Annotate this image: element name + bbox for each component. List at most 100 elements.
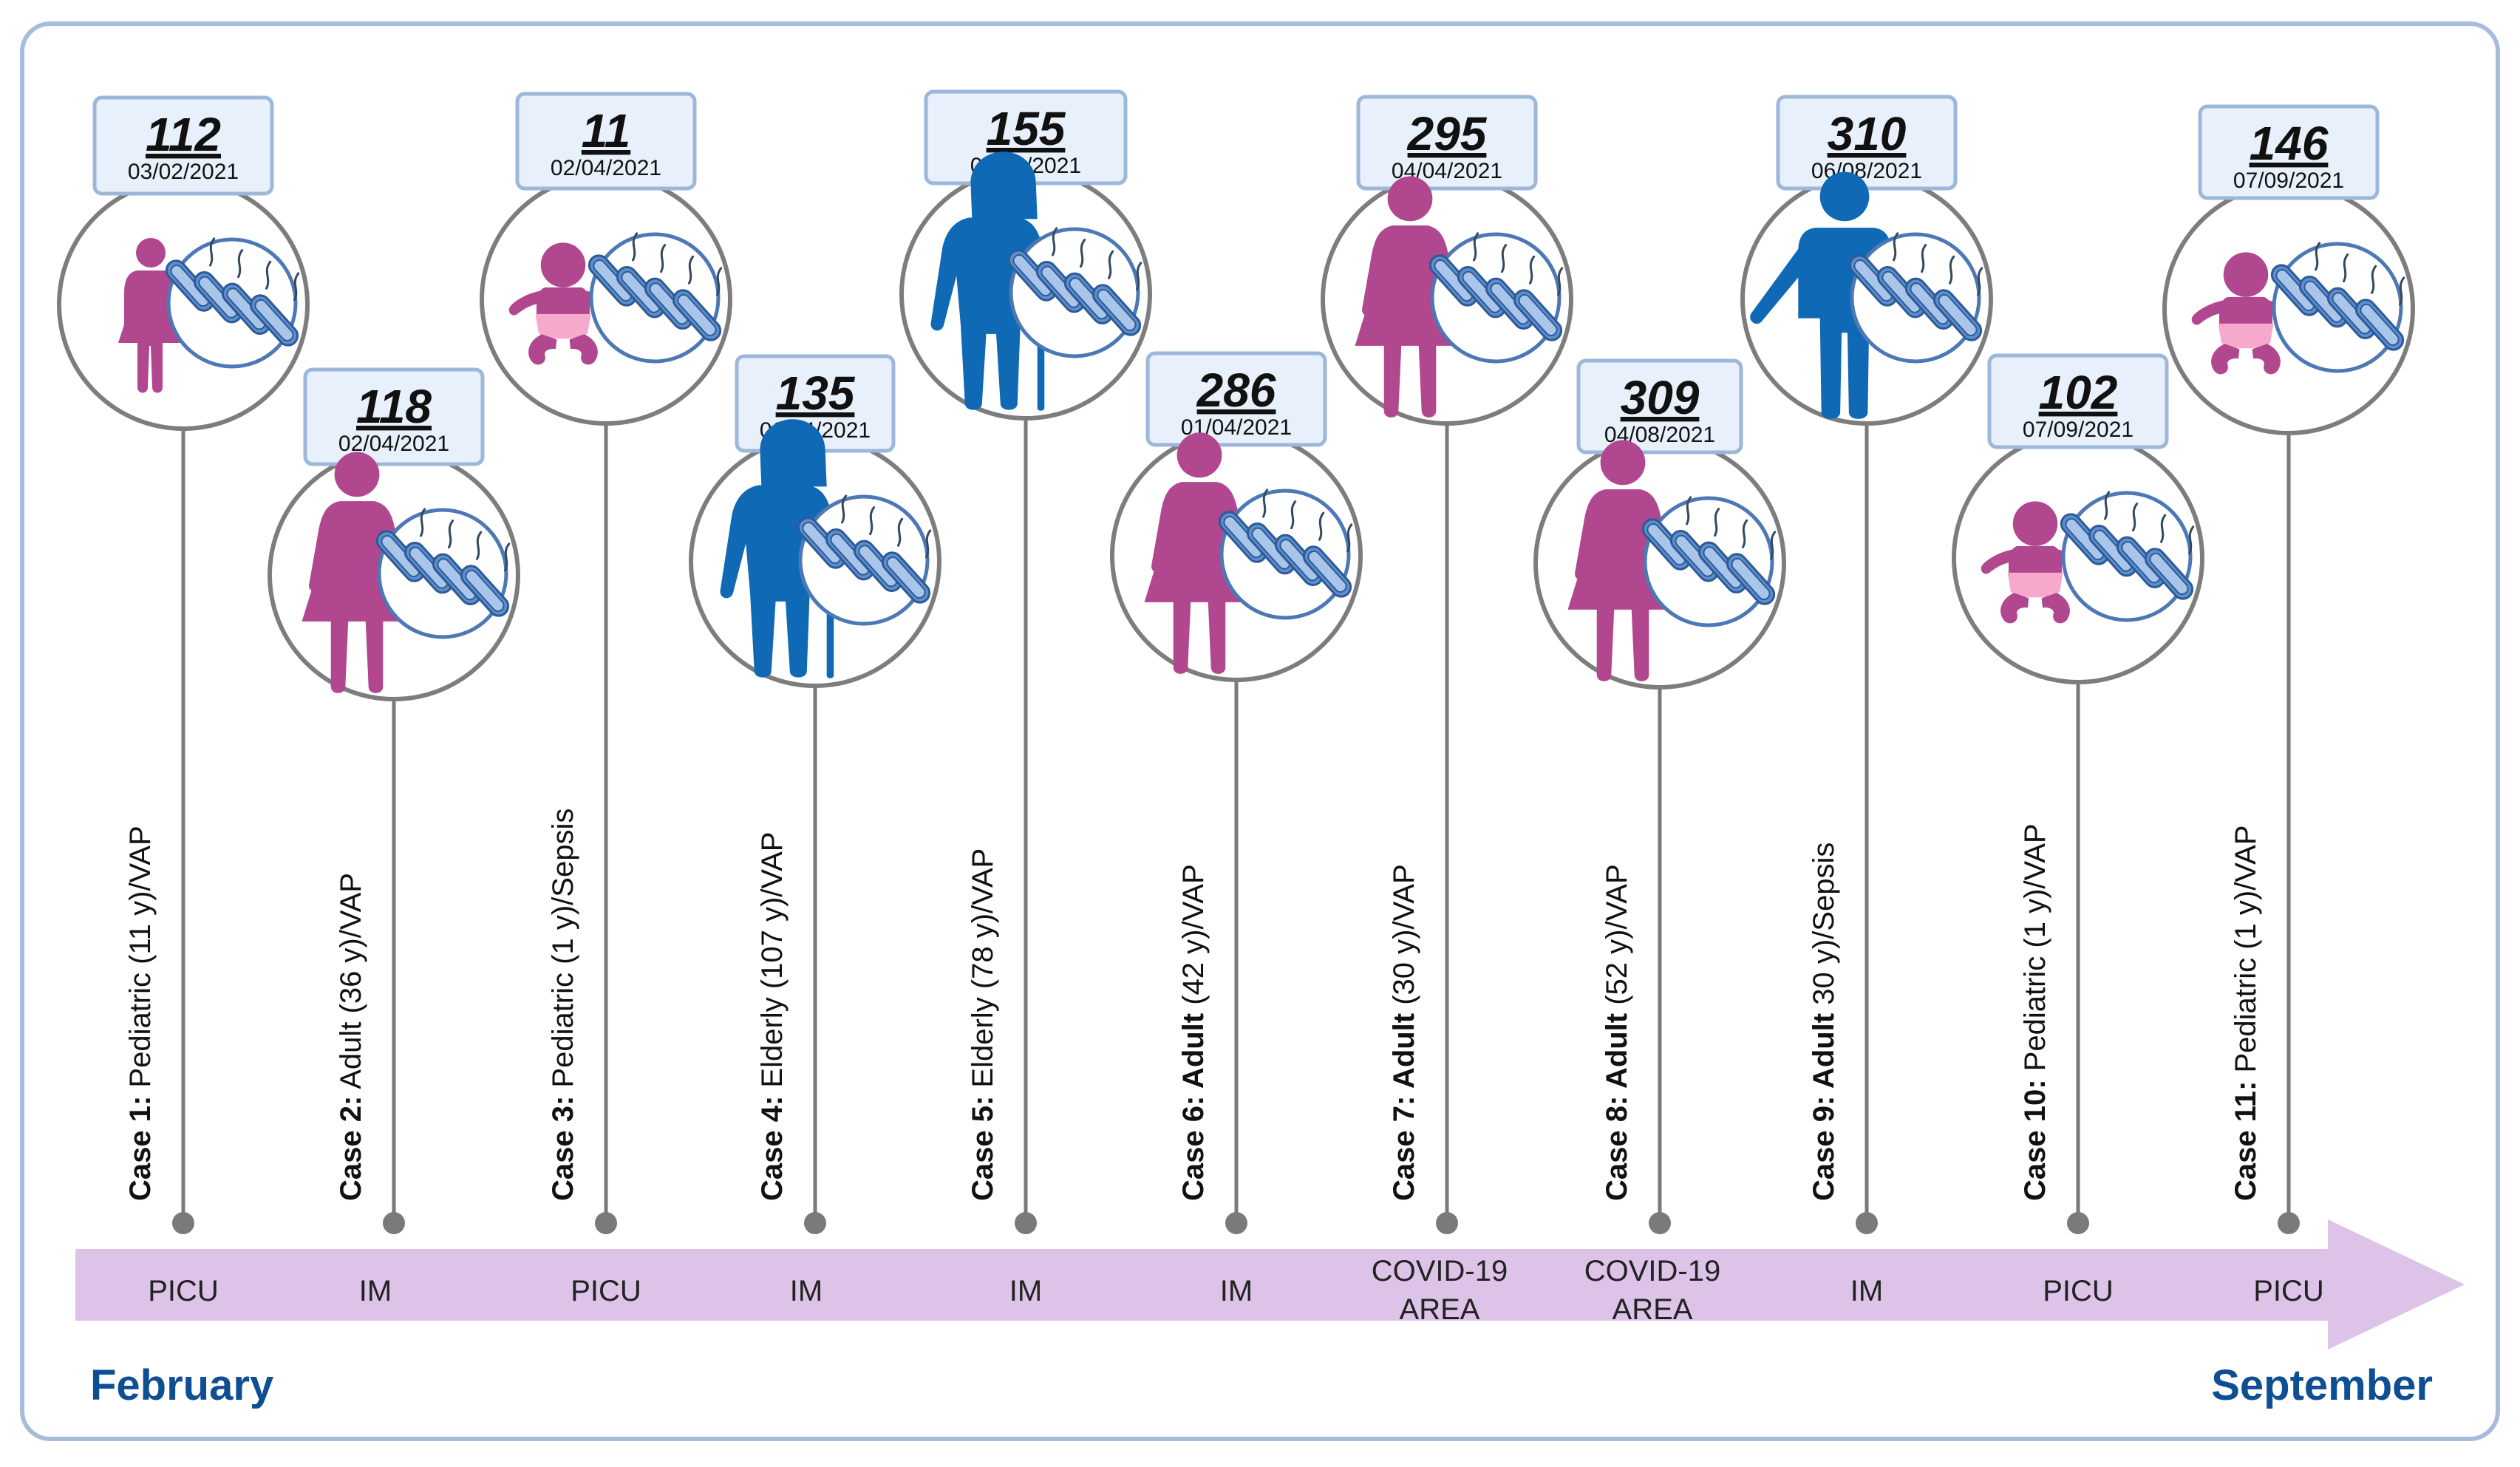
bacteria-icon [2060, 491, 2195, 622]
case-timeline-dot [1856, 1212, 1878, 1234]
svg-text:IM: IM [790, 1275, 823, 1307]
svg-text:PICU: PICU [148, 1275, 219, 1307]
timeline-arrow [75, 1219, 2465, 1349]
bacteria-icon [1641, 496, 1777, 627]
baby-icon [508, 242, 618, 365]
case-id-label: 135 [776, 367, 856, 420]
case-id-label: 155 [987, 102, 1066, 155]
ward-label: PICU [571, 1275, 641, 1307]
case-date-label: 03/02/2021 [128, 160, 239, 184]
bacteria-icon [797, 494, 932, 626]
case-id-label: 102 [2039, 366, 2118, 419]
ward-label: IM [790, 1275, 823, 1307]
bacteria-icon [588, 232, 723, 364]
case-label: Case 10: Pediatric (1 y)/VAP [2019, 823, 2051, 1201]
case-id-label: 112 [146, 108, 221, 161]
case-date-label: 07/09/2021 [2023, 418, 2134, 442]
case-id-label: 295 [1407, 107, 1488, 160]
ward-label: IM [1850, 1275, 1883, 1307]
case-timeline-dot [2278, 1212, 2300, 1234]
svg-text:IM: IM [1220, 1275, 1253, 1307]
svg-text:PICU: PICU [2043, 1275, 2114, 1307]
case-label: Case 4: Elderly (107 y)/VAP [756, 832, 789, 1201]
case-timeline-dot [172, 1212, 194, 1234]
bacteria-icon [2270, 242, 2405, 373]
case-label: Case 9: Adult 30 y)/Sepsis [1808, 843, 1840, 1201]
case-label: Case 6: Adult (42 y)/VAP [1177, 864, 1210, 1201]
ward-label: COVID-19 AREA [1372, 1255, 1508, 1326]
start-month-label: February [90, 1361, 273, 1409]
case-id-label: 11 [582, 104, 630, 157]
svg-text:COVID-19: COVID-19 [1584, 1255, 1721, 1287]
case-label: Case 8: Adult (52 y)/VAP [1601, 864, 1633, 1201]
baby-icon [2191, 252, 2301, 375]
ward-label: PICU [2043, 1275, 2114, 1307]
case-timeline-dot [595, 1212, 617, 1234]
svg-text:IM: IM [1850, 1275, 1883, 1307]
svg-text:PICU: PICU [571, 1275, 641, 1307]
case-id-label: 118 [356, 380, 432, 433]
case-timeline-dot [1015, 1212, 1037, 1234]
case-id-label: 146 [2250, 117, 2329, 170]
case-label: Case 11: Pediatric (1 y)/VAP [2230, 826, 2262, 1201]
case-date-label: 02/04/2021 [551, 156, 661, 180]
bacteria-icon [375, 508, 511, 639]
svg-text:PICU: PICU [2253, 1275, 2324, 1307]
case-id-label: 286 [1196, 364, 1276, 417]
ward-label: IM [359, 1275, 392, 1307]
case-id-label: 309 [1621, 371, 1700, 424]
bacteria-icon [1007, 227, 1142, 358]
ward-label: COVID-19 AREA [1584, 1255, 1721, 1326]
ward-label: IM [1220, 1275, 1253, 1307]
svg-text:AREA: AREA [1400, 1293, 1480, 1326]
case-timeline-dot [1436, 1212, 1458, 1234]
case-label: Case 2: Adult (36 y)/VAP [335, 873, 367, 1201]
baby-icon [1981, 501, 2090, 624]
bacteria-icon [1428, 232, 1564, 364]
case-label: Case 7: Adult (30 y)/VAP [1388, 864, 1420, 1201]
case-id-label: 310 [1828, 107, 1907, 160]
bacteria-icon [165, 237, 300, 369]
bacteria-icon [1218, 489, 1353, 620]
case-date-label: 07/09/2021 [2233, 169, 2344, 193]
case-timeline-dot [804, 1212, 826, 1234]
ward-label: PICU [2253, 1275, 2324, 1307]
case-label: Case 3: Pediatric (1 y)/Sepsis [547, 809, 579, 1201]
end-month-label: September [2211, 1361, 2433, 1409]
svg-text:AREA: AREA [1613, 1293, 1693, 1326]
ward-label: IM [1009, 1275, 1042, 1307]
case-date-label: 02/04/2021 [338, 432, 449, 456]
svg-text:IM: IM [359, 1275, 392, 1307]
case-label: Case 1: Pediatric (11 y)/VAP [124, 826, 157, 1201]
case-timeline-dot [1225, 1212, 1247, 1234]
bacteria-icon [1848, 232, 1983, 364]
svg-text:IM: IM [1009, 1275, 1042, 1307]
case-timeline-dot [383, 1212, 405, 1234]
case-timeline-dot [2067, 1212, 2089, 1234]
svg-text:COVID-19: COVID-19 [1372, 1255, 1508, 1287]
case-label: Case 5: Elderly (78 y)/VAP [967, 848, 999, 1201]
